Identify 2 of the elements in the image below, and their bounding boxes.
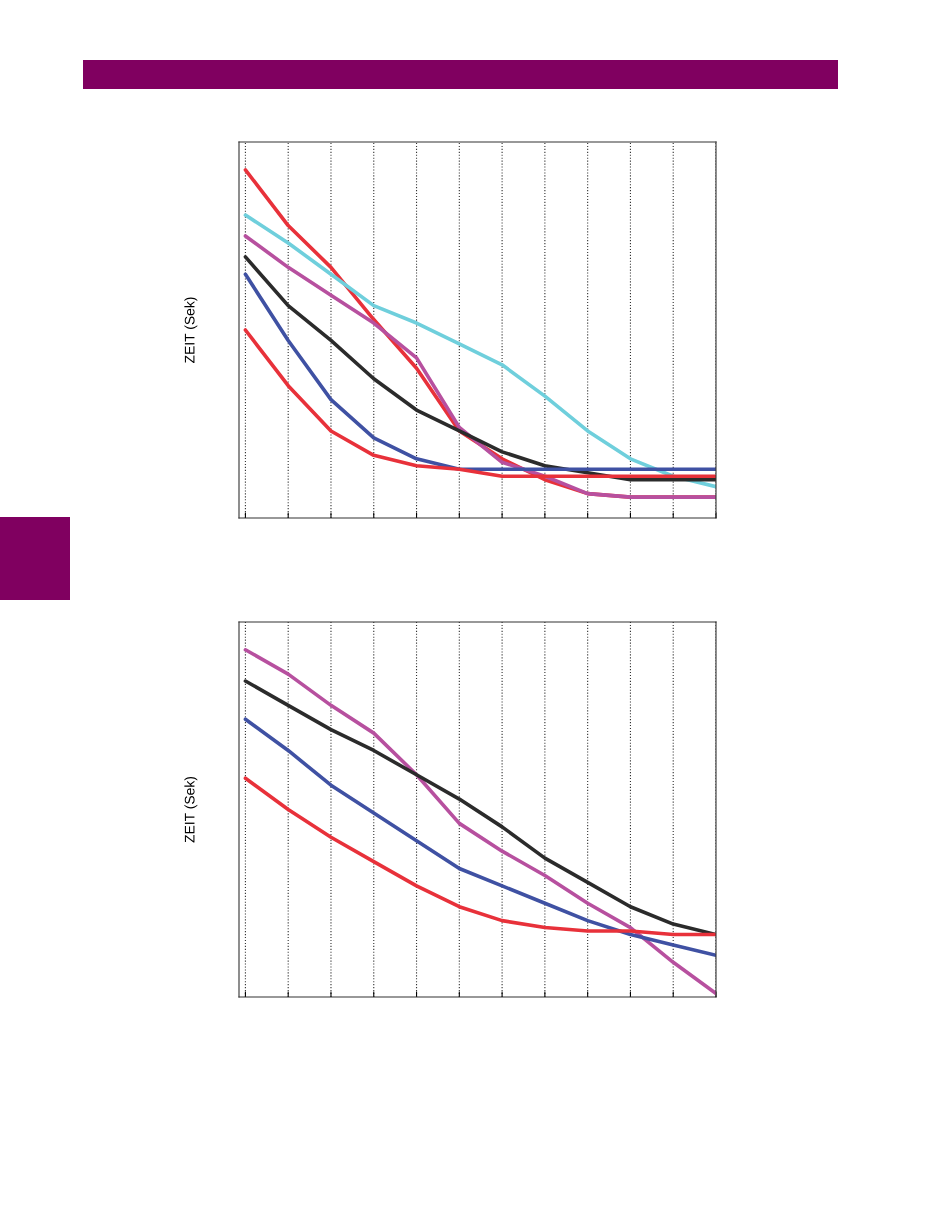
y-axis-title: ZEIT (Sek) [184,297,198,363]
y-axis-title: ZEIT (Sek) [184,776,198,843]
